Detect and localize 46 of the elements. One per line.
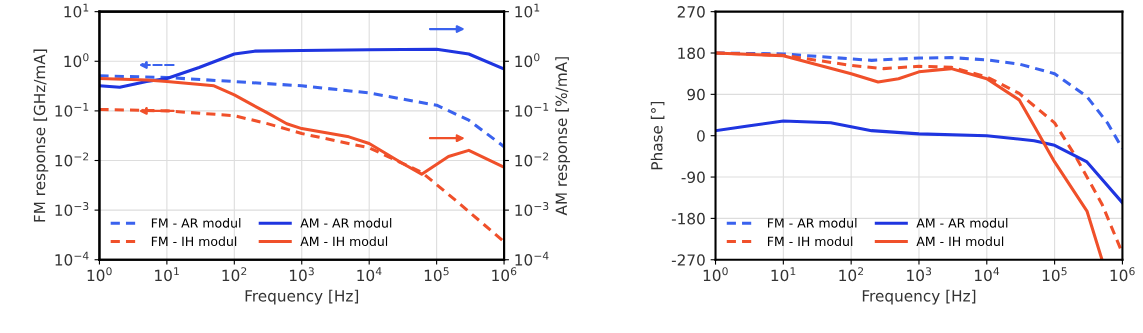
x-tick-label: 10$^{3}$ bbox=[907, 267, 932, 282]
text: 10$^{−2}$ bbox=[515, 152, 549, 167]
text: 10$^{0}$ bbox=[515, 53, 540, 68]
x-tick-label: 10$^{0}$ bbox=[87, 267, 112, 282]
y-tick-label: 10$^{−2}$ bbox=[55, 152, 89, 167]
legend-label: FM - IH modul bbox=[767, 236, 853, 247]
legend-label: FM - AR modul bbox=[151, 218, 241, 228]
x-tick-label: 10$^{4}$ bbox=[975, 267, 1000, 282]
legend-label: AM - IH modul bbox=[300, 236, 388, 247]
y-tick-label: 10$^{−4}$ bbox=[55, 251, 89, 266]
legend-label: AM - AR modul bbox=[300, 218, 392, 228]
y-axis-title: FM response [GHz/mA] bbox=[33, 49, 49, 222]
y-tick-label: 180 bbox=[678, 47, 705, 60]
legend-label: FM - AR modul bbox=[767, 218, 857, 228]
x-tick-label: 10$^{5}$ bbox=[424, 267, 449, 282]
x-axis-title: Frequency [Hz] bbox=[245, 289, 359, 305]
y-tick-label: -270 bbox=[671, 254, 705, 266]
y-tick-label: 90 bbox=[687, 88, 705, 101]
y-tick-label: 270 bbox=[677, 6, 705, 18]
text: 10$^{−3}$ bbox=[515, 202, 549, 217]
y-tick-label: 10$^{−3}$ bbox=[55, 202, 89, 217]
y2-axis-title: AM response [%/mA] bbox=[555, 57, 571, 216]
legend-label: AM - AR modul bbox=[916, 218, 1008, 228]
x-tick-label: 10$^{5}$ bbox=[1042, 267, 1067, 282]
y-tick-label: 10$^{1}$ bbox=[64, 3, 89, 18]
legend-label: AM - IH modul bbox=[916, 236, 1004, 247]
x-tick-label: 10$^{3}$ bbox=[289, 267, 314, 282]
x-tick-label: 10$^{6}$ bbox=[1110, 267, 1135, 282]
x-tick-label: 10$^{1}$ bbox=[771, 267, 796, 282]
x-tick-label: 10$^{0}$ bbox=[703, 267, 728, 282]
y-tick-label: 10$^{−1}$ bbox=[55, 102, 89, 117]
x-tick-label: 10$^{2}$ bbox=[222, 267, 247, 282]
y-tick-label: -180 bbox=[671, 212, 705, 225]
text: 10$^{−1}$ bbox=[515, 102, 549, 117]
x-tick-label: 10$^{2}$ bbox=[839, 267, 864, 282]
x-tick-label: 10$^{4}$ bbox=[357, 267, 382, 282]
text: 10$^{1}$ bbox=[515, 3, 540, 18]
y-tick-label: 0 bbox=[697, 130, 705, 142]
x-axis-title: Frequency [Hz] bbox=[862, 289, 976, 305]
x-tick-label: 10$^{6}$ bbox=[492, 267, 517, 282]
y-tick-label: 10$^{0}$ bbox=[64, 53, 89, 68]
text: 10$^{−4}$ bbox=[515, 251, 549, 266]
x-tick-label: 10$^{1}$ bbox=[155, 267, 179, 282]
y-tick-label: -90 bbox=[681, 171, 705, 184]
legend-label: FM - IH modul bbox=[151, 236, 237, 247]
y-axis-title: Phase [°] bbox=[650, 101, 665, 170]
